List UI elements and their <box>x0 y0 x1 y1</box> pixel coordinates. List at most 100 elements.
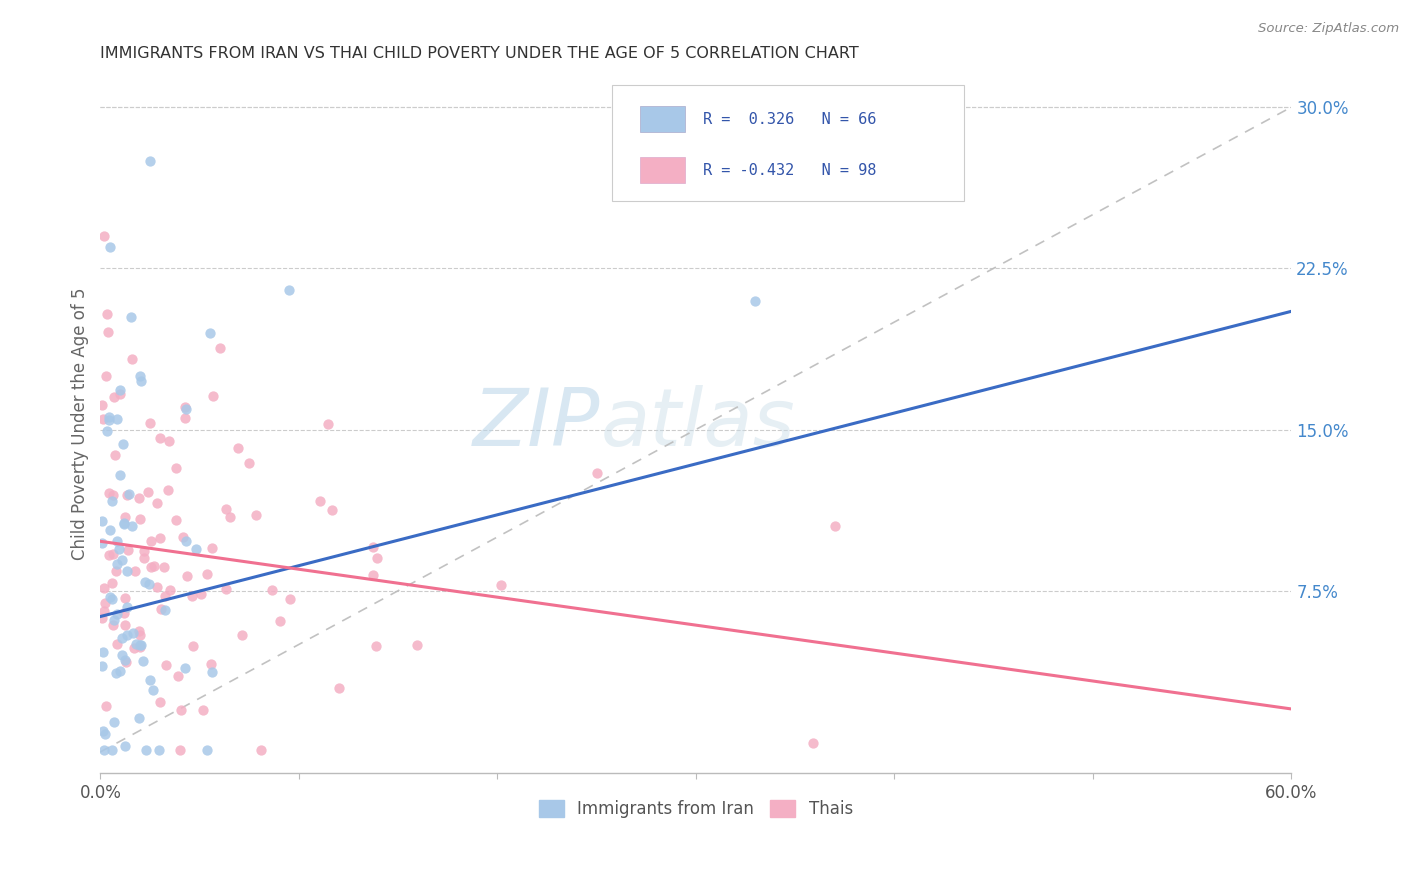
Point <box>94 699 117 714</box>
Point <box>93 581 115 595</box>
Point <box>491 578 513 592</box>
Point <box>105 607 128 621</box>
Point <box>114 591 136 606</box>
Point <box>112 606 135 620</box>
Point <box>97 410 120 425</box>
Point <box>122 640 145 655</box>
Text: IMMIGRANTS FROM IRAN VS THAI CHILD POVERTY UNDER THE AGE OF 5 CORRELATION CHART: IMMIGRANTS FROM IRAN VS THAI CHILD POVER… <box>100 46 859 62</box>
Point <box>406 638 429 652</box>
Point <box>308 494 330 508</box>
Point <box>316 417 339 432</box>
Point <box>128 491 150 505</box>
Point <box>174 533 197 548</box>
Point <box>114 739 136 753</box>
Point <box>93 743 115 757</box>
Legend: Immigrants from Iran, Thais: Immigrants from Iran, Thais <box>531 793 859 824</box>
Point <box>129 368 152 383</box>
Point <box>110 664 132 678</box>
Point <box>174 661 197 675</box>
Point <box>101 494 124 508</box>
FancyBboxPatch shape <box>613 86 965 201</box>
Point <box>100 576 122 591</box>
Point <box>191 703 214 717</box>
Point <box>156 483 179 497</box>
Point <box>149 431 172 445</box>
Point <box>96 368 118 383</box>
Point <box>744 293 766 308</box>
Point <box>208 341 231 355</box>
Point <box>115 599 138 614</box>
Point <box>139 673 162 687</box>
Point <box>98 240 121 254</box>
Point <box>143 559 166 574</box>
Point <box>169 703 191 717</box>
Point <box>142 683 165 698</box>
Point <box>145 495 167 509</box>
Point <box>112 516 135 531</box>
Point <box>167 669 190 683</box>
Point <box>131 374 153 388</box>
Point <box>103 487 125 501</box>
Point <box>260 582 283 597</box>
Point <box>200 665 222 679</box>
Point <box>181 589 204 603</box>
Point <box>132 654 155 668</box>
Point <box>183 640 205 654</box>
Point <box>238 456 260 470</box>
Point <box>141 559 163 574</box>
Point <box>101 618 124 632</box>
Point <box>250 743 273 757</box>
Point <box>135 743 157 757</box>
Point <box>104 666 127 681</box>
Point <box>91 514 114 528</box>
Point <box>146 580 169 594</box>
Point <box>157 434 180 449</box>
Y-axis label: Child Poverty Under the Age of 5: Child Poverty Under the Age of 5 <box>72 288 89 560</box>
Point <box>803 736 825 750</box>
Point <box>361 568 384 582</box>
Point <box>136 484 159 499</box>
Point <box>91 411 114 425</box>
Point <box>228 441 250 455</box>
Point <box>139 533 162 548</box>
Point <box>139 416 162 430</box>
Point <box>98 485 121 500</box>
Point <box>231 628 253 642</box>
Point <box>117 543 139 558</box>
Point <box>101 547 124 561</box>
Point <box>104 564 127 578</box>
Point <box>128 638 150 652</box>
Point <box>134 574 156 589</box>
Point <box>153 560 176 574</box>
Point <box>200 657 222 672</box>
Text: R = -0.432   N = 98: R = -0.432 N = 98 <box>703 162 876 178</box>
Point <box>129 640 152 655</box>
Point <box>111 553 134 567</box>
Point <box>114 516 136 531</box>
Point <box>269 614 291 628</box>
Point <box>174 402 197 417</box>
Text: R =  0.326   N = 66: R = 0.326 N = 66 <box>703 112 876 127</box>
Point <box>277 283 299 297</box>
Point <box>153 589 176 603</box>
Point <box>148 743 170 757</box>
FancyBboxPatch shape <box>640 106 685 132</box>
Point <box>124 564 146 578</box>
Point <box>117 488 139 502</box>
FancyBboxPatch shape <box>640 157 685 184</box>
Point <box>219 509 242 524</box>
Point <box>201 389 224 403</box>
Point <box>91 398 114 412</box>
Point <box>115 628 138 642</box>
Point <box>328 681 350 696</box>
Text: atlas: atlas <box>600 385 796 463</box>
Point <box>91 645 114 659</box>
Point <box>197 743 219 757</box>
Point <box>100 743 122 757</box>
Point <box>132 543 155 558</box>
Point <box>363 540 385 554</box>
Point <box>103 390 125 404</box>
Point <box>108 468 131 483</box>
Point <box>114 618 136 632</box>
Point <box>176 568 198 582</box>
